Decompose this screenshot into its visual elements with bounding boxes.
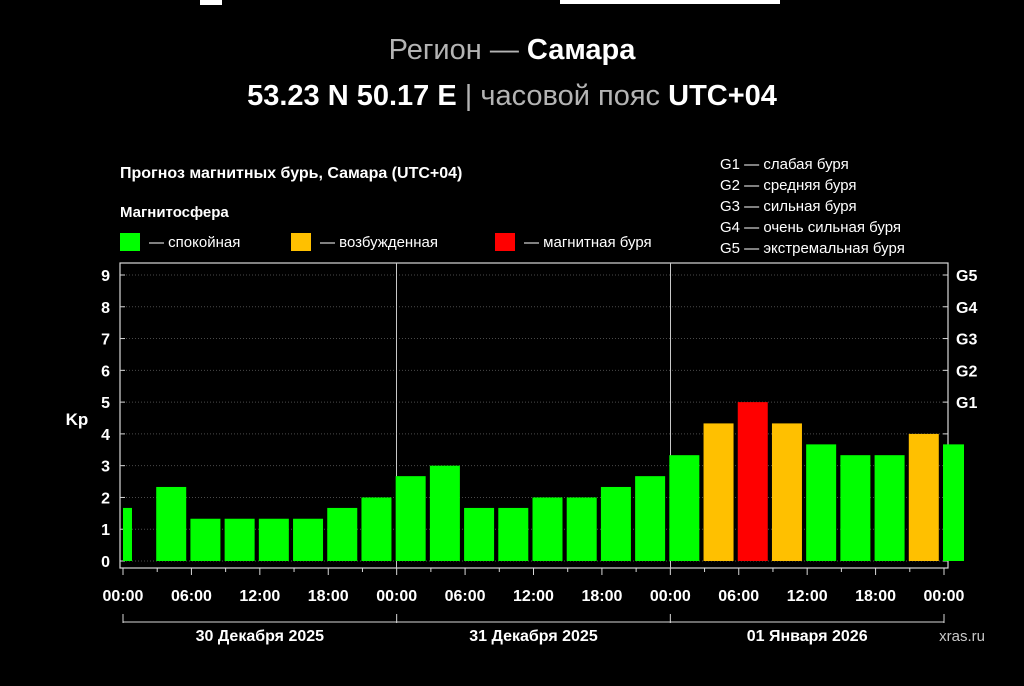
g-scale-tick-label: G3 xyxy=(956,332,977,349)
kp-bar xyxy=(806,444,837,561)
g-scale-tick-label: G5 xyxy=(956,268,977,285)
kp-bar xyxy=(123,507,132,561)
kp-bar xyxy=(737,402,768,561)
y-tick-label: 6 xyxy=(101,363,110,380)
kp-bar xyxy=(464,507,495,561)
g-scale-g3: G3 — сильная буря xyxy=(720,198,857,215)
y-tick-label: 1 xyxy=(101,522,110,539)
kp-bar xyxy=(908,433,939,561)
kp-bar xyxy=(224,518,255,561)
plot-area: 0 1 2 3 4 5 6 7 8 9 G1 G2 G3 G4 G5 00:00 06:00 12:00 18:00… xyxy=(101,262,977,645)
kp-bar xyxy=(498,507,529,561)
legend-swatch-calm xyxy=(120,233,140,251)
x-tick-label: 06:00 xyxy=(718,588,759,605)
x-tick-label: 00:00 xyxy=(103,588,144,605)
y-tick-label: 8 xyxy=(101,300,110,317)
region-label: Регион xyxy=(388,34,482,66)
timezone-value: UTC+04 xyxy=(668,80,777,112)
kp-bar xyxy=(258,518,289,561)
x-tick-label: 18:00 xyxy=(855,588,896,605)
g-scale-g1: G1 — слабая буря xyxy=(720,156,849,173)
kp-bar xyxy=(190,518,221,561)
y-tick-label: 9 xyxy=(101,268,110,285)
kp-bar xyxy=(771,423,802,561)
coords-separator: | xyxy=(464,80,473,112)
kp-bar xyxy=(669,455,700,561)
kp-bar xyxy=(566,497,597,561)
kp-bar xyxy=(361,497,392,561)
x-tick-label: 18:00 xyxy=(581,588,622,605)
region-dash: — xyxy=(489,34,519,66)
g-scale-legend: G1 — слабая буря G2 — средняя буря G3 — … xyxy=(720,156,905,257)
x-tick-label: 06:00 xyxy=(171,588,212,605)
cut-title-fragment-right xyxy=(560,0,780,4)
region-line: Регион — Самара xyxy=(0,34,1024,67)
kp-bar xyxy=(429,465,460,561)
legend-label-storm: — магнитная буря xyxy=(524,234,652,251)
legend-label-calm: — спокойная xyxy=(149,234,240,251)
g-scale-tick-label: G1 xyxy=(956,395,977,412)
kp-bar xyxy=(532,497,563,561)
timezone-label: часовой пояс xyxy=(480,80,661,112)
legend-swatch-excited xyxy=(291,233,311,251)
day-label: 01 Января 2026 xyxy=(747,628,868,645)
kp-bar xyxy=(395,476,426,561)
g-scale-g5: G5 — экстремальная буря xyxy=(720,240,905,257)
kp-bar xyxy=(874,455,905,561)
coords-line: 53.23 N 50.17 E | часовой пояс UTC+04 xyxy=(0,80,1024,113)
kp-bar xyxy=(943,444,964,561)
day-label: 30 Декабря 2025 xyxy=(196,628,325,645)
kp-bar xyxy=(703,423,734,561)
legend-swatch-storm xyxy=(495,233,515,251)
y-tick-label: 0 xyxy=(101,554,110,571)
coordinates: 53.23 N 50.17 E xyxy=(247,80,457,112)
x-tick-label: 06:00 xyxy=(445,588,486,605)
legend-label-excited: — возбужденная xyxy=(320,234,438,251)
kp-bar xyxy=(635,476,666,561)
x-tick-label: 12:00 xyxy=(787,588,828,605)
g-scale-g2: G2 — средняя буря xyxy=(720,177,857,194)
y-tick-label: 3 xyxy=(101,459,110,476)
legend-title: Магнитосфера xyxy=(120,204,229,221)
watermark: xras.ru xyxy=(939,628,985,645)
region-name: Самара xyxy=(526,34,636,66)
x-tick-label: 00:00 xyxy=(376,588,417,605)
kp-bar xyxy=(840,455,871,561)
kp-bar xyxy=(156,486,187,561)
cut-title-fragment-left xyxy=(200,0,222,5)
y-tick-label: 7 xyxy=(101,332,110,349)
x-tick-label: 00:00 xyxy=(924,588,965,605)
g-scale-tick-label: G4 xyxy=(956,300,977,317)
kp-bar xyxy=(600,486,631,561)
chart-title: Прогноз магнитных бурь, Самара (UTC+04) xyxy=(120,165,462,182)
legend: — спокойная — возбужденная — магнитная б… xyxy=(120,233,652,251)
y-tick-label: 4 xyxy=(101,427,110,444)
day-label: 31 Декабря 2025 xyxy=(469,628,598,645)
g-scale-g4: G4 — очень сильная буря xyxy=(720,219,901,236)
x-tick-label: 18:00 xyxy=(308,588,349,605)
y-tick-label: 5 xyxy=(101,395,110,412)
kp-bar xyxy=(327,507,358,561)
kp-bar xyxy=(293,518,324,561)
x-tick-label: 00:00 xyxy=(650,588,691,605)
g-scale-tick-label: G2 xyxy=(956,363,977,380)
x-tick-label: 12:00 xyxy=(239,588,280,605)
y-tick-label: 2 xyxy=(101,490,110,507)
y-axis-label: Kp xyxy=(66,410,89,429)
x-tick-label: 12:00 xyxy=(513,588,554,605)
